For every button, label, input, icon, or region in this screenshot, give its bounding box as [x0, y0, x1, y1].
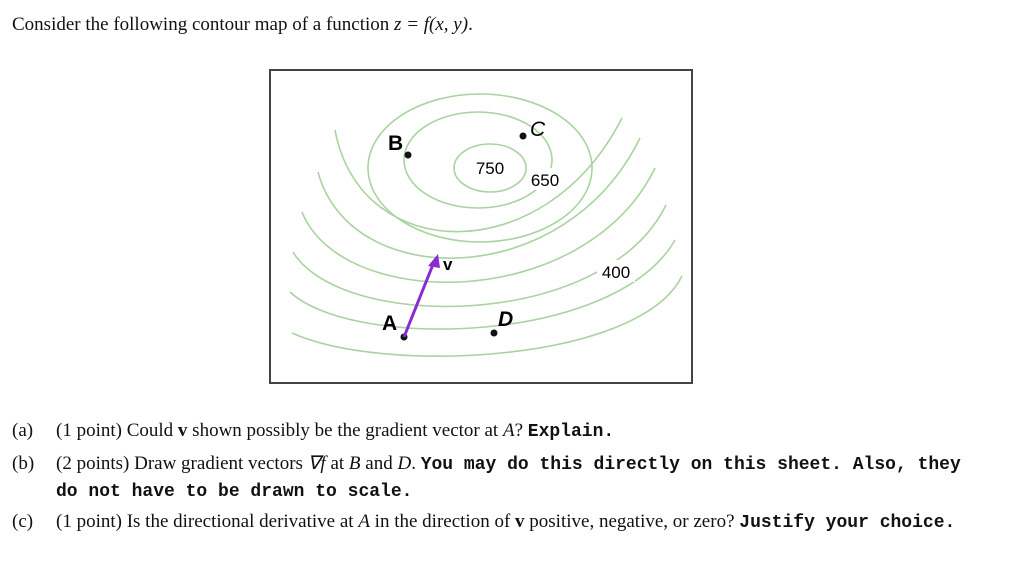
text: Justify your choice.	[739, 513, 956, 533]
contour-figure: 750 650 400 B C A D v	[269, 69, 693, 384]
text: (2 points) Draw gradient vectors	[56, 453, 308, 474]
text: (1 point) Is the directional derivative …	[56, 511, 359, 532]
question-label: (c)	[12, 511, 34, 532]
point	[519, 132, 527, 140]
question-label: (a)	[12, 420, 34, 441]
vector-v	[402, 261, 436, 338]
label-bg	[472, 156, 510, 178]
contours	[289, 93, 683, 357]
text: v	[515, 511, 525, 532]
intro-math: z = f(x, y)	[394, 14, 469, 35]
vector-head	[428, 254, 440, 268]
level-label: 650	[531, 171, 559, 190]
figure-frame	[269, 69, 693, 384]
point-label: C	[530, 118, 546, 141]
level-label: 400	[602, 263, 630, 282]
text: (1 point) Could	[56, 420, 178, 441]
intro: Consider the following contour map of a …	[12, 12, 473, 37]
text: ?	[514, 420, 528, 441]
level-label: 750	[476, 159, 504, 178]
text: and	[360, 453, 398, 474]
question: (b) (2 points) Draw gradient vectors ∇f …	[12, 451, 972, 505]
text: positive, negative, or zero?	[524, 511, 740, 532]
text: v	[177, 420, 188, 441]
contour	[403, 111, 553, 209]
question-label: (b)	[12, 453, 35, 474]
point-label: D	[498, 308, 513, 331]
text: Explain.	[527, 422, 615, 442]
contour	[301, 167, 656, 283]
contour	[317, 137, 641, 259]
contour	[334, 117, 623, 233]
question-text: (1 point) Is the directional derivative …	[56, 509, 972, 536]
contour	[453, 143, 527, 193]
intro-text: Consider the following contour map of a …	[12, 14, 395, 35]
contour	[292, 204, 667, 308]
question-text: (2 points) Draw gradient vectors ∇f at B…	[56, 451, 972, 505]
question: (a) (1 point) Could v shown possibly be …	[12, 418, 972, 445]
point	[404, 151, 412, 159]
text: .	[411, 453, 421, 474]
contour	[289, 239, 676, 330]
text: ∇f	[307, 453, 326, 474]
text: D	[397, 453, 412, 474]
label-bg	[597, 260, 635, 282]
point-label: B	[388, 132, 403, 155]
text: A	[358, 511, 370, 532]
question: (c) (1 point) Is the directional derivat…	[12, 509, 972, 536]
text: B	[348, 453, 361, 474]
text: You may do this directly on this sheet. …	[56, 455, 961, 502]
intro-end: .	[468, 14, 473, 35]
text: at	[325, 453, 349, 474]
text: in the direction of	[369, 511, 516, 532]
contour	[367, 93, 593, 243]
text: shown possibly be the gradient vector at	[187, 420, 503, 441]
point-label: A	[382, 312, 397, 335]
contour	[291, 275, 683, 357]
vector-label: v	[443, 255, 453, 274]
label-bg	[527, 168, 565, 190]
point	[490, 329, 498, 337]
text: A	[502, 420, 515, 441]
question-text: (1 point) Could v shown possibly be the …	[56, 418, 972, 445]
